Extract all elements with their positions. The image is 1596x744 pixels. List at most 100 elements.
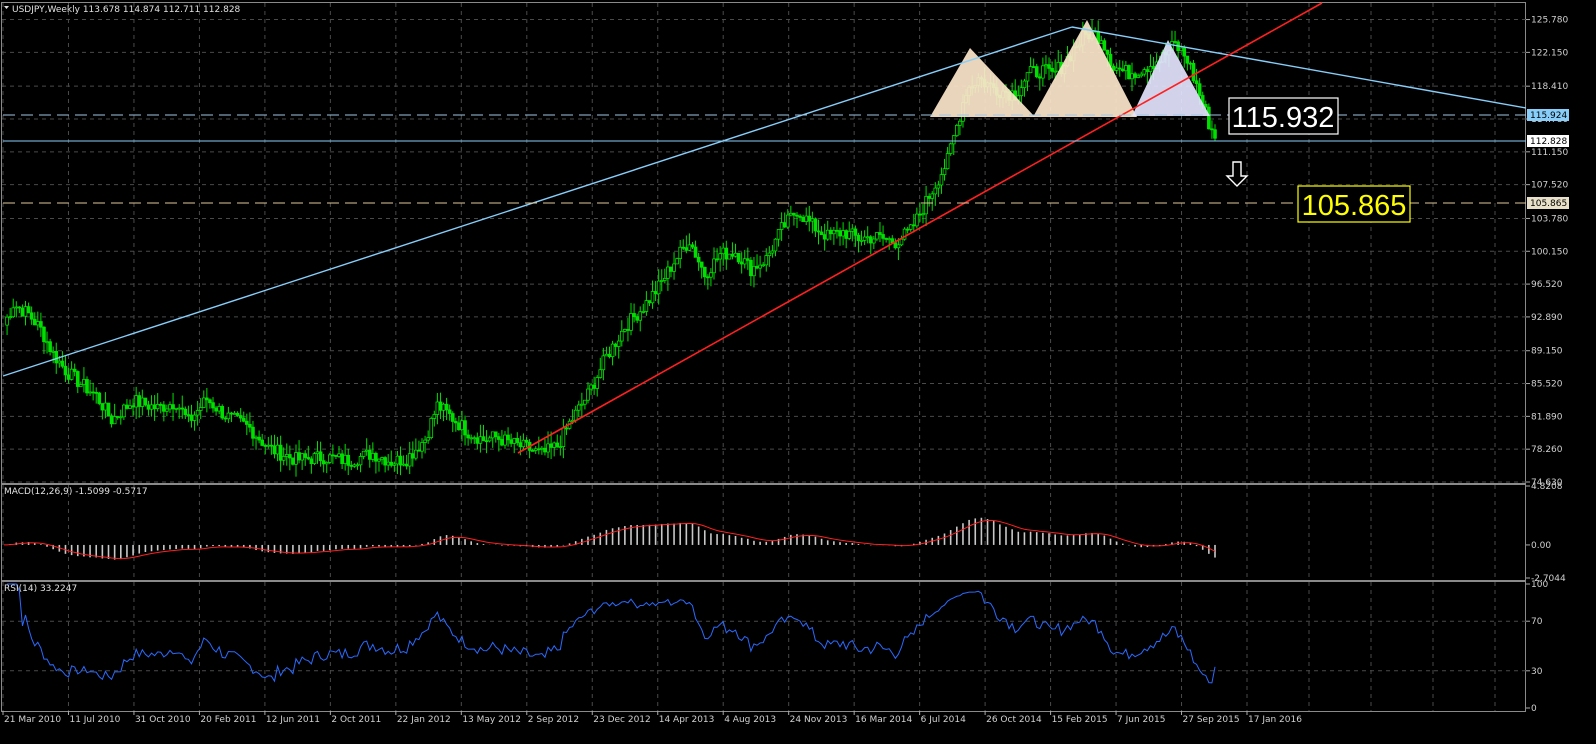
candle-body xyxy=(272,445,277,455)
candle-body xyxy=(955,124,959,137)
candle-body xyxy=(1197,83,1202,96)
candle-body xyxy=(475,437,480,444)
candle-body xyxy=(785,214,790,228)
candle-body xyxy=(515,438,520,444)
candle-body xyxy=(1120,68,1125,72)
candle-body xyxy=(601,355,606,371)
candle-body xyxy=(128,405,132,409)
candle-body xyxy=(410,453,415,459)
candle-body xyxy=(543,447,547,453)
candle-body xyxy=(284,454,289,457)
candle-body xyxy=(118,416,123,419)
candle-body xyxy=(736,252,741,263)
date-tick-label: 22 Jan 2012 xyxy=(397,715,451,725)
candle-body xyxy=(549,443,553,448)
candle-body xyxy=(343,454,347,464)
candle-body xyxy=(174,407,178,410)
left-shoulder-triangle xyxy=(930,48,1035,117)
candle-body xyxy=(266,444,271,447)
candle-body xyxy=(371,453,375,460)
candle-body xyxy=(426,437,430,441)
candle-body xyxy=(275,444,280,455)
date-tick-label: 7 Jun 2015 xyxy=(1117,715,1165,725)
candle-body xyxy=(905,228,910,231)
candle-body xyxy=(97,392,102,404)
candle-body xyxy=(1022,80,1027,89)
candle-body xyxy=(1203,103,1208,108)
candle-body xyxy=(872,238,876,244)
candle-body xyxy=(1025,72,1030,82)
candle-body xyxy=(1207,106,1211,130)
rsi-panel xyxy=(2,583,1526,684)
candle-body xyxy=(460,420,464,431)
candle-body xyxy=(269,444,274,447)
candle-body xyxy=(493,431,498,438)
candle-body xyxy=(401,463,406,466)
price-tick-label: 78.260 xyxy=(1531,445,1563,455)
candle-body xyxy=(626,329,630,331)
candle-body xyxy=(641,311,646,313)
macd-signal-line xyxy=(3,519,1216,560)
price-tick-label: 103.780 xyxy=(1531,214,1568,224)
candle-body xyxy=(586,388,590,401)
candle-body xyxy=(484,440,489,443)
price-tick-label: 96.520 xyxy=(1531,280,1563,290)
candle-body xyxy=(524,439,529,443)
candle-body xyxy=(635,316,639,321)
candle-body xyxy=(936,184,941,189)
date-tick-label: 16 Mar 2014 xyxy=(855,715,912,725)
candle-body xyxy=(942,168,947,176)
candle-body xyxy=(75,371,80,387)
candle-body xyxy=(1179,47,1183,52)
candle-body xyxy=(180,407,185,410)
candle-body xyxy=(183,408,188,415)
candle-body xyxy=(712,258,716,274)
dropdown-icon[interactable] xyxy=(4,6,9,9)
price-tick-label: 122.150 xyxy=(1531,48,1568,58)
rsi-tick-label: 100 xyxy=(1531,580,1548,590)
candle-body xyxy=(918,213,922,216)
candle-body xyxy=(632,313,636,318)
candle-body xyxy=(838,230,842,237)
candle-body xyxy=(795,214,799,217)
candle-body xyxy=(844,230,848,239)
right-shoulder-triangle xyxy=(1132,40,1210,116)
candle-body xyxy=(229,412,234,415)
candle-body xyxy=(134,395,138,408)
candle-body xyxy=(109,415,114,425)
candle-body xyxy=(23,306,28,317)
candle-body xyxy=(155,403,160,410)
candle-body xyxy=(346,454,351,466)
candle-body xyxy=(868,236,873,244)
candle-body xyxy=(60,360,65,367)
macd-tick-label: -2.7044 xyxy=(1531,574,1566,584)
candle-body xyxy=(530,450,535,452)
candle-body xyxy=(51,351,55,353)
date-tick-label: 23 Dec 2012 xyxy=(593,715,651,725)
candle-body xyxy=(841,230,845,237)
candle-body xyxy=(911,224,916,227)
candle-body xyxy=(94,391,99,394)
candle-body xyxy=(1139,73,1144,77)
date-tick-label: 2 Sep 2012 xyxy=(528,715,579,725)
candle-body xyxy=(226,412,231,420)
candle-body xyxy=(1213,129,1217,139)
candle-body xyxy=(546,443,550,453)
current-price-tag-bg xyxy=(1527,135,1569,147)
candle-body xyxy=(337,453,341,457)
candle-body xyxy=(558,446,563,448)
candle-body xyxy=(125,404,129,409)
candle-body xyxy=(1031,66,1036,68)
candle-body xyxy=(220,406,225,419)
candle-body xyxy=(862,236,867,241)
candle-body xyxy=(79,384,83,387)
candle-body xyxy=(85,379,89,394)
descending-trend-line xyxy=(1071,26,1527,109)
candle-body xyxy=(656,280,661,295)
target-label: 105.865 xyxy=(1302,190,1407,222)
candle-body xyxy=(245,420,249,425)
neckline-price-tag: 115.924 xyxy=(1530,111,1567,121)
candle-body xyxy=(309,458,314,464)
date-tick-label: 4 Aug 2013 xyxy=(724,715,776,725)
